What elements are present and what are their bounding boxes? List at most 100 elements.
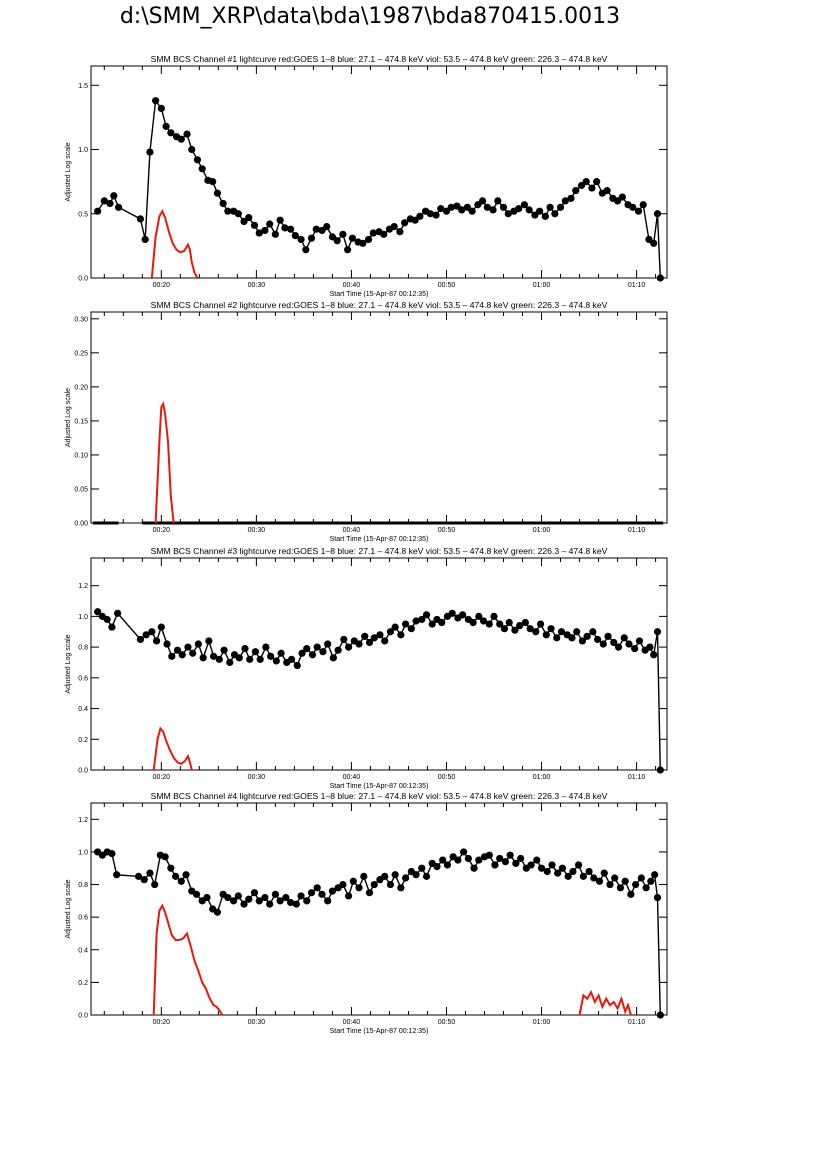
data-point [618, 193, 626, 201]
data-point [567, 194, 575, 202]
data-point [505, 618, 513, 627]
data-point [656, 766, 664, 774]
data-point [642, 884, 650, 892]
data-point [416, 212, 424, 220]
data-point [313, 643, 321, 651]
data-point [250, 221, 259, 229]
data-point [333, 237, 341, 245]
x-tick-label: 00:50 [438, 774, 456, 781]
x-tick-label: 01:00 [533, 1019, 551, 1026]
y-tick-label: 0.10 [74, 452, 88, 459]
data-point [448, 609, 456, 617]
data-point [653, 210, 662, 218]
data-point [199, 654, 207, 662]
data-point [515, 205, 523, 213]
data-point [506, 851, 514, 859]
data-point [162, 122, 170, 130]
data-point [334, 646, 342, 654]
data-point [499, 203, 508, 211]
series-red-line [578, 989, 632, 1016]
data-point [234, 892, 242, 900]
data-point [287, 655, 296, 663]
series-red-line [150, 208, 199, 279]
data-point [152, 97, 160, 105]
data-point [556, 203, 565, 211]
data-point [458, 206, 466, 214]
y-tick-label: 0.0 [78, 768, 88, 775]
data-point [157, 104, 165, 112]
data-point [344, 892, 353, 900]
x-axis-label: Start Time (15-Apr-87 00:12:35) [330, 536, 429, 543]
page-title: d:\SMM_XRP\data\bda\1987\bda870415.0013 [119, 4, 621, 29]
data-point [391, 623, 399, 631]
data-point [262, 643, 270, 651]
data-point [526, 625, 534, 633]
data-point [579, 872, 587, 880]
data-point [558, 864, 567, 872]
y-tick-label: 0.2 [78, 737, 88, 744]
data-point [240, 900, 248, 908]
y-tick-label: 1.5 [78, 83, 88, 90]
data-point [328, 887, 337, 895]
data-point [177, 135, 185, 143]
data-point [198, 165, 206, 173]
data-point [370, 634, 378, 642]
data-point [163, 640, 171, 648]
y-tick-label: 0.30 [74, 316, 88, 323]
data-point [344, 643, 353, 651]
data-point [100, 197, 108, 205]
data-point [355, 640, 363, 648]
y-axis-label: Adjusted Log scale [65, 142, 72, 201]
y-tick-label: 0.4 [78, 706, 88, 713]
data-point [479, 197, 487, 205]
data-point [536, 207, 544, 215]
data-point [256, 655, 264, 663]
data-point [639, 201, 647, 209]
data-point [653, 628, 662, 636]
data-point [245, 214, 253, 222]
x-tick-label: 01:00 [533, 527, 551, 534]
series-red-line [154, 400, 175, 524]
data-point [632, 880, 640, 889]
data-point [271, 230, 279, 238]
y-axis-label: Adjusted Log scale [65, 879, 72, 938]
data-point [593, 178, 601, 186]
x-tick-label: 01:00 [533, 774, 551, 781]
data-point [475, 612, 483, 620]
data-point [360, 872, 368, 880]
data-point [178, 651, 186, 659]
y-axis-label: Adjusted Log scale [65, 634, 72, 693]
x-tick-label: 00:50 [438, 282, 456, 289]
data-point [418, 615, 426, 624]
data-point [266, 900, 274, 908]
data-point [339, 230, 347, 238]
data-point [653, 893, 662, 902]
data-point [572, 187, 580, 195]
data-point [650, 651, 658, 659]
data-point [407, 625, 415, 633]
data-point [281, 224, 289, 232]
x-tick-label: 00:30 [248, 774, 266, 781]
data-point [344, 246, 352, 254]
data-point [496, 854, 504, 863]
x-axis-label: Start Time (15-Apr-87 00:12:35) [330, 1028, 429, 1035]
data-point [634, 207, 643, 215]
data-point [651, 871, 659, 879]
data-point [276, 897, 284, 905]
x-tick-label: 01:10 [628, 1019, 646, 1026]
data-point [182, 871, 190, 879]
data-point [470, 864, 478, 872]
data-point [595, 877, 604, 885]
data-point [303, 897, 311, 905]
data-point [234, 210, 242, 218]
x-tick-label: 00:30 [248, 282, 266, 289]
data-point [599, 640, 607, 648]
data-point [324, 640, 332, 648]
data-point [656, 274, 664, 282]
y-tick-label: 0.6 [78, 915, 88, 922]
y-tick-label: 0.5 [78, 211, 88, 218]
data-point [396, 228, 404, 236]
data-point [475, 856, 483, 864]
data-point [235, 654, 243, 662]
